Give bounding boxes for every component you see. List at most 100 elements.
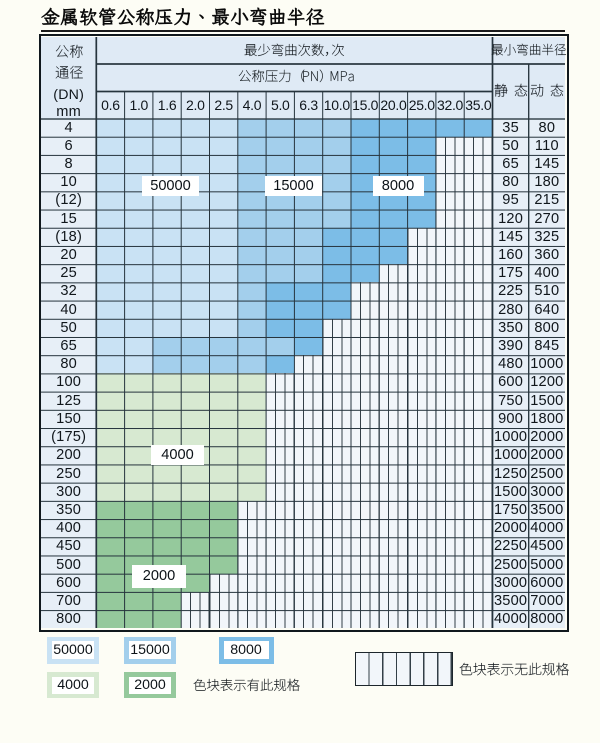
spec-cell-present — [124, 519, 153, 538]
dynamic-value-cell: 325 — [528, 227, 565, 246]
spec-cell-absent — [294, 355, 323, 374]
spec-cell-absent — [435, 500, 465, 520]
spec-cell-present — [181, 537, 210, 556]
dynamic-value-cell: 270 — [528, 209, 565, 228]
spec-cell-absent — [266, 573, 295, 592]
spec-cell-present — [294, 282, 323, 301]
spec-cell-absent — [237, 573, 267, 592]
spec-cell-present — [322, 173, 351, 192]
spec-cell-present — [237, 318, 267, 337]
spec-cell-absent — [351, 318, 380, 337]
spec-cell-absent — [351, 409, 380, 429]
spec-cell-present — [209, 209, 238, 228]
spec-cell-present — [237, 446, 267, 465]
spec-cell-absent — [407, 300, 436, 319]
dn-value-cell: 300 — [41, 482, 97, 501]
spec-cell-absent — [379, 355, 408, 374]
spec-cell-present — [435, 118, 465, 137]
spec-cell-absent — [379, 264, 408, 283]
spec-cell-present — [124, 318, 153, 337]
spec-cell-absent — [351, 555, 380, 574]
spec-cell-present — [96, 500, 125, 520]
spec-cell-present — [124, 209, 153, 228]
spec-cell-absent — [266, 409, 295, 429]
spec-cell-present — [294, 136, 323, 155]
spec-cell-present — [181, 209, 210, 228]
spec-cell-present — [152, 537, 182, 556]
spec-cell-absent — [435, 537, 465, 556]
spec-cell-absent — [379, 318, 408, 337]
spec-cell-present — [124, 136, 153, 155]
spec-cell-present — [209, 336, 238, 356]
spec-cell-absent — [294, 391, 323, 410]
spec-cell-absent — [322, 391, 351, 410]
spec-cell-absent — [379, 519, 408, 538]
dynamic-label — [530, 83, 564, 97]
spec-cell-present — [322, 154, 351, 174]
dynamic-value-cell: 7000 — [528, 591, 565, 611]
spec-cell-present — [152, 482, 182, 501]
spec-cell-absent — [464, 373, 493, 392]
spec-cell-present — [152, 245, 182, 265]
legend-swatch-value: 8000 — [223, 641, 269, 660]
spec-cell-present — [237, 464, 267, 483]
static-value-cell: 1000 — [492, 428, 529, 447]
spec-cell-absent — [294, 591, 323, 611]
spec-cell-present — [379, 209, 408, 228]
spec-cell-present — [237, 409, 267, 429]
spec-cell-present — [379, 154, 408, 174]
spec-cell-absent — [435, 591, 465, 611]
zone-count-label: 2000 — [132, 564, 186, 588]
spec-cell-present — [96, 173, 125, 192]
spec-cell-absent — [294, 500, 323, 520]
spec-cell-present — [124, 409, 153, 429]
spec-cell-absent — [379, 282, 408, 301]
pressure-col-header: 6.3 — [294, 91, 323, 119]
spec-cell-present — [96, 391, 125, 410]
spec-cell-present — [209, 245, 238, 265]
spec-cell-present — [152, 264, 182, 283]
legend-swatch-value: 2000 — [129, 676, 171, 694]
spec-cell-present — [124, 428, 153, 447]
spec-cell-present — [124, 282, 153, 301]
spec-cell-present — [96, 519, 125, 538]
spec-cell-absent — [294, 428, 323, 447]
dn-header-line-2 — [55, 65, 83, 79]
spec-cell-present — [209, 555, 238, 574]
dn-value-cell: 80 — [41, 355, 97, 374]
spec-cell-absent — [351, 500, 380, 520]
spec-cell-absent — [351, 537, 380, 556]
spec-cell-present — [351, 118, 380, 137]
static-value-cell: 3500 — [492, 591, 529, 611]
static-value-cell: 1750 — [492, 500, 529, 520]
spec-cell-absent — [435, 282, 465, 301]
dn-value-cell: 40 — [41, 300, 97, 319]
spec-cell-present — [96, 136, 125, 155]
static-value-cell: 1500 — [492, 482, 529, 501]
spec-cell-absent — [294, 482, 323, 501]
spec-cell-absent — [322, 591, 351, 611]
dn-header-line-3: (DN) — [53, 86, 85, 103]
spec-cell-present — [96, 209, 125, 228]
legend-present-note — [193, 678, 300, 691]
spec-cell-present — [237, 191, 267, 210]
spec-cell-absent — [407, 245, 436, 265]
dynamic-value-cell: 360 — [528, 245, 565, 265]
spec-cell-absent — [407, 391, 436, 410]
spec-cell-absent — [379, 591, 408, 611]
dynamic-value-cell: 1000 — [528, 355, 565, 374]
spec-cell-present — [407, 136, 436, 155]
static-value-cell: 750 — [492, 391, 529, 410]
spec-cell-present — [209, 500, 238, 520]
pressure-col-header: 25.0 — [407, 91, 436, 119]
spec-cell-present — [266, 118, 295, 137]
spec-cell-present — [266, 336, 295, 356]
spec-cell-absent — [237, 537, 267, 556]
static-value-cell: 900 — [492, 409, 529, 429]
spec-cell-present — [152, 209, 182, 228]
dynamic-value-cell: 1800 — [528, 409, 565, 429]
spec-cell-absent — [464, 537, 493, 556]
spec-cell-absent — [294, 519, 323, 538]
spec-cell-present — [237, 282, 267, 301]
spec-cell-absent — [351, 391, 380, 410]
